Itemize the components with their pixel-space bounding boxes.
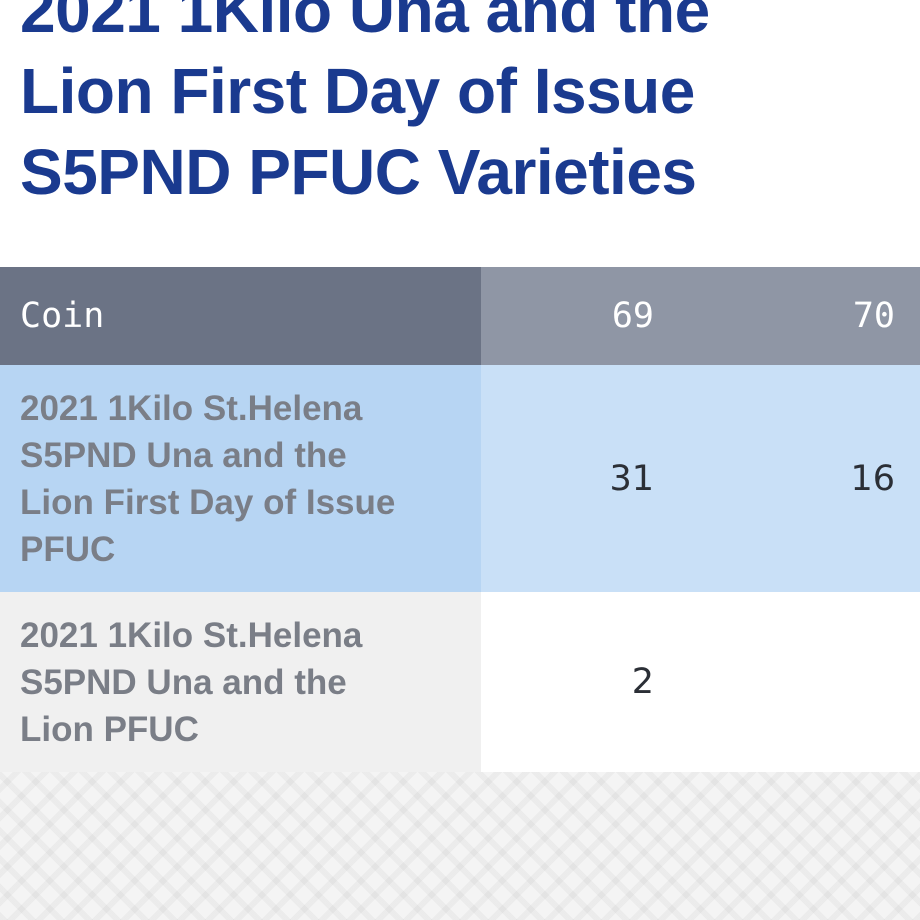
coin-name-line: 2021 1Kilo St.Helena xyxy=(20,388,363,428)
background-pattern xyxy=(0,772,920,920)
page-title-line: 2021 1Kilo Una and the xyxy=(20,0,710,46)
table-body: 2021 1Kilo St.Helena S5PND Una and the L… xyxy=(0,365,920,772)
coin-name-line: 2021 1Kilo St.Helena xyxy=(20,615,363,655)
population-table: Coin 69 70 2021 1Kilo St.Helena S5PND Un… xyxy=(0,267,920,772)
coin-name-cell[interactable]: 2021 1Kilo St.Helena S5PND Una and the L… xyxy=(0,365,481,592)
grade-70-count[interactable]: 16 xyxy=(700,365,920,592)
coin-name-line: S5PND Una and the xyxy=(20,435,347,475)
grade-69-count[interactable]: 31 xyxy=(481,365,700,592)
table-row[interactable]: 2021 1Kilo St.Helena S5PND Una and the L… xyxy=(0,592,920,772)
table-header: Coin 69 70 xyxy=(0,267,920,365)
coin-name-line: Lion PFUC xyxy=(20,709,199,749)
column-header-70[interactable]: 70 xyxy=(700,267,920,365)
coin-name-line: Lion First Day of Issue xyxy=(20,482,396,522)
table-header-row: Coin 69 70 xyxy=(0,267,920,365)
grade-69-count[interactable]: 2 xyxy=(481,592,700,772)
column-header-coin[interactable]: Coin xyxy=(0,267,481,365)
page-title: 2021 1Kilo Una and the Lion First Day of… xyxy=(20,0,900,213)
coin-name-cell[interactable]: 2021 1Kilo St.Helena S5PND Una and the L… xyxy=(0,592,481,772)
table-row[interactable]: 2021 1Kilo St.Helena S5PND Una and the L… xyxy=(0,365,920,592)
column-header-69[interactable]: 69 xyxy=(481,267,700,365)
page-title-line: Lion First Day of Issue xyxy=(20,55,695,127)
page-title-line: S5PND PFUC Varieties xyxy=(20,136,697,208)
coin-name-line: PFUC xyxy=(20,529,116,569)
coin-name-line: S5PND Una and the xyxy=(20,662,347,702)
grade-70-count[interactable] xyxy=(700,592,920,772)
